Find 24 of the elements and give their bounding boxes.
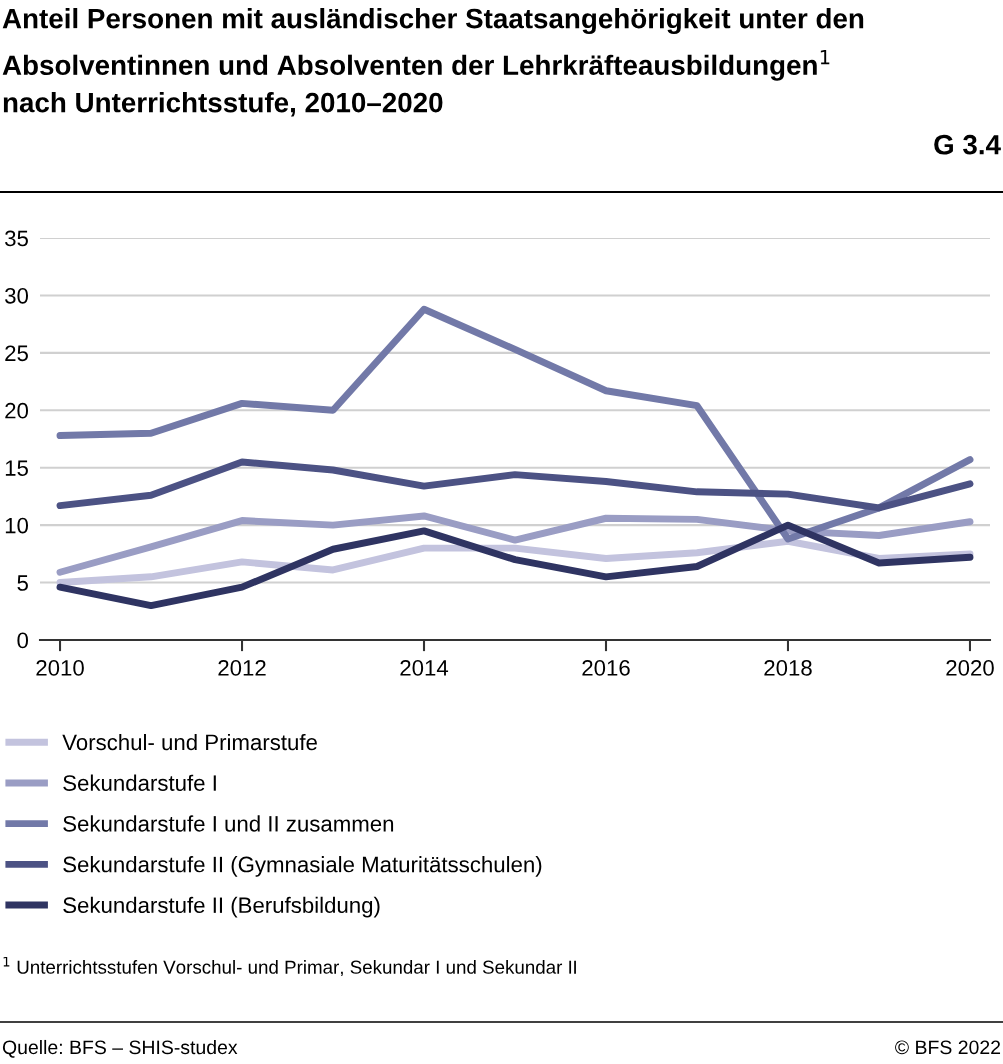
text: $^{1}$ Unterrichtsstufen Vorschul- und Primar, Sekundar I und Sekundar II [3, 956, 576, 977]
x-tick-label: 2010 [36, 660, 84, 676]
chart-title: Anteil Personen mit ausländischer Staatsangehörigkeit unter den Absolventinnen und Absolventen der Lehrkräfteausbildungen$^{1}$ nach Unterrichtsstufe, 2010–2020 [2, 8, 864, 117]
x-tick-label: 2016 [582, 660, 630, 676]
y-tick-label: 30 [5, 287, 29, 304]
y-tick-label: 10 [5, 517, 29, 534]
text: G 3.4 [934, 134, 1001, 155]
y-tick-label: 20 [5, 402, 29, 419]
x-tick-label: 2018 [764, 660, 812, 676]
x-tick-label: 2012 [218, 660, 266, 676]
text: © BFS 2022 [895, 1040, 1001, 1055]
y-tick-label: 25 [5, 345, 28, 362]
legend-label: Sekundarstufe II (Berufsbildung) [63, 896, 380, 918]
y-tick-label: 15 [5, 460, 28, 476]
x-tick-label: 2014 [400, 660, 449, 676]
y-tick-label: 35 [5, 230, 28, 247]
y-tick-label: 0 [17, 632, 29, 649]
y-tick-label: 5 [17, 575, 28, 591]
source-note: Quelle: BFS – SHIS-studex [2, 1039, 238, 1058]
x-tick-label: 2020 [946, 660, 994, 676]
legend-label: Sekundarstufe I [63, 774, 216, 791]
legend-label: Vorschul- und Primarstufe [62, 733, 317, 751]
legend-label: Sekundarstufe II (Gymnasiale Maturitätsschulen) [63, 856, 542, 877]
legend-label: Sekundarstufe I und II zusammen [63, 815, 394, 832]
